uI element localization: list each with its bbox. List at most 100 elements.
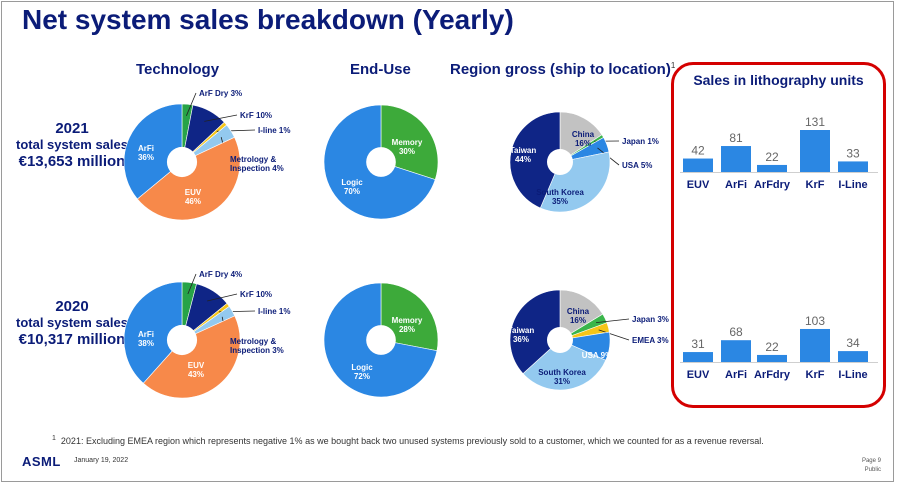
lithography-title: Sales in lithography units	[693, 72, 864, 88]
year-label: 2021	[55, 120, 89, 137]
leader-line	[598, 329, 630, 341]
year-block-2020: 2020 total system sales €10,317 million	[0, 298, 152, 348]
pie-slice-arfi	[123, 103, 183, 200]
pie-label: KrF 10%	[240, 111, 272, 120]
footnote-text: 2021: Excluding EMEA region which repres…	[60, 436, 764, 446]
bar-value-label: 34	[846, 336, 860, 350]
category-label: I-Line	[838, 369, 867, 381]
leader-line	[595, 318, 630, 324]
year-amount: €13,653 million	[18, 153, 126, 170]
pie-label: Logic 70%	[341, 178, 363, 196]
pie-label: EUV 46%	[185, 188, 202, 206]
category-label: I-Line	[838, 179, 867, 191]
pie-end-use-2020	[323, 282, 439, 398]
category-label: ArFi	[725, 369, 747, 381]
bar-value-label: 103	[805, 314, 825, 328]
footer-date: January 19, 2022	[74, 457, 129, 464]
year-block-2021: 2021 total system sales €13,653 million	[0, 120, 152, 170]
bar-value-label: 42	[691, 144, 705, 158]
year-subtitle: total system sales	[15, 315, 128, 330]
bars-lithography-2020: 31 EUV 68 ArFi 22 ArFdry 103 KrF 34 I-Line	[680, 314, 878, 381]
year-subtitle: total system sales	[15, 137, 128, 152]
bar-value-label: 22	[765, 340, 779, 354]
pie-label: Taiwan 44%	[510, 146, 537, 164]
bar-krf	[800, 130, 830, 172]
pie-hole	[547, 149, 573, 175]
pie-label: ArF Dry 3%	[199, 89, 242, 98]
pie-label: Taiwan 36%	[508, 326, 535, 344]
pie-slice-arfi	[123, 281, 183, 384]
pie-region-2020	[509, 289, 630, 391]
category-label: KrF	[806, 179, 825, 191]
bar-krf	[800, 328, 830, 362]
bar-euv	[683, 352, 713, 362]
bar-i-line	[838, 161, 868, 172]
bar-euv	[683, 158, 713, 172]
bar-value-label: 131	[805, 115, 825, 129]
bar-value-label: 31	[691, 337, 705, 351]
asml-logo: ASML	[22, 454, 61, 469]
year-label: 2020	[55, 298, 89, 315]
bar-arfdry	[757, 354, 787, 362]
footer-page-info: Page 9 Public	[862, 457, 881, 475]
pie-hole	[547, 327, 573, 353]
category-label: ArFdry	[754, 369, 791, 381]
bar-arfi	[721, 146, 751, 172]
pie-label: I-line 1%	[258, 126, 290, 135]
pie-slice-memory	[380, 282, 439, 352]
footnote-marker: 1	[52, 435, 56, 442]
classification: Public	[864, 467, 881, 473]
pie-label: USA 5%	[622, 161, 652, 170]
category-label: ArFdry	[754, 179, 791, 191]
pie-technology-2021	[123, 92, 256, 221]
pie-label: South Korea 31%	[538, 368, 586, 386]
pie-label: ArF Dry 4%	[199, 270, 242, 279]
pie-slice-south-korea	[539, 151, 611, 213]
bars-lithography-2021: 42 EUV 81 ArFi 22 ArFdry 131 KrF 33 I-Line	[680, 115, 878, 191]
pie-label: Memory 30%	[392, 138, 423, 156]
pie-region-2021	[509, 111, 620, 213]
pie-label: South Korea 35%	[536, 188, 584, 206]
slide-title: Net system sales breakdown (Yearly)	[22, 4, 514, 35]
pie-slice-south-korea	[522, 339, 607, 391]
pie-hole	[166, 146, 198, 178]
pie-slice-china	[559, 289, 604, 341]
pie-label: Logic 72%	[351, 363, 373, 381]
bar-arfdry	[757, 164, 787, 172]
category-label: KrF	[806, 369, 825, 381]
lithography-highlight-box	[671, 62, 886, 408]
bar-value-label: 68	[729, 325, 743, 339]
leader-line	[185, 92, 197, 116]
pie-label: EUV 43%	[188, 361, 205, 379]
pie-slice-taiwan	[509, 111, 561, 209]
bar-arfi	[721, 340, 751, 362]
page-number: Page 9	[861, 458, 881, 464]
pie-label: China 16%	[567, 307, 590, 325]
header-region-footnote-marker: 1	[670, 61, 676, 70]
category-label: ArFi	[725, 179, 747, 191]
pie-label: Japan 1%	[622, 137, 659, 146]
header-region-label: Region gross (ship to location)	[450, 61, 671, 78]
category-label: EUV	[687, 369, 710, 381]
pie-label: Japan 3%	[632, 315, 669, 324]
pie-label: ArFi 36%	[138, 144, 154, 162]
header-region: Region gross (ship to location)1	[450, 61, 675, 78]
pie-label: I-line 1%	[258, 307, 290, 316]
year-amount: €10,317 million	[18, 331, 126, 348]
pie-hole	[366, 325, 396, 355]
header-end-use: End-Use	[350, 61, 411, 78]
pie-end-use-2021	[323, 104, 439, 220]
pie-label: KrF 10%	[240, 290, 272, 299]
pie-slice-euv	[136, 136, 241, 221]
pie-label: Memory 28%	[392, 316, 423, 334]
bar-value-label: 22	[765, 150, 779, 164]
bar-value-label: 81	[729, 131, 743, 145]
header-technology: Technology	[136, 61, 220, 78]
pie-label: ArFi 38%	[138, 330, 154, 348]
pie-technology-2020	[123, 273, 256, 399]
bar-i-line	[838, 351, 868, 362]
pie-slice-china	[559, 111, 603, 163]
leader-line	[187, 273, 197, 295]
pie-label: China 16%	[572, 130, 595, 148]
